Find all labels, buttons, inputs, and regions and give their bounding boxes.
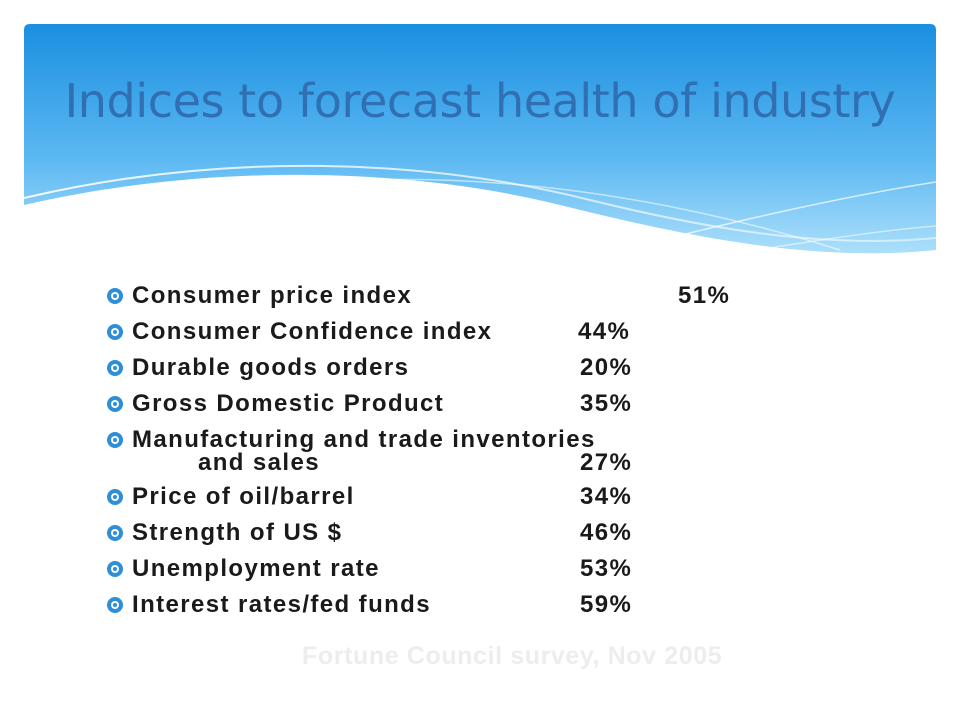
item-value: 34%: [580, 483, 633, 510]
target-bullet-icon: [107, 396, 123, 412]
target-bullet-icon: [107, 324, 123, 340]
item-label: Durable goods orders: [132, 354, 410, 381]
item-label: Gross Domestic Product: [132, 390, 445, 417]
item-label: Unemployment rate: [132, 555, 380, 582]
item-value: 35%: [580, 390, 633, 417]
target-bullet-icon: [107, 288, 123, 304]
item-value: 20%: [580, 354, 633, 381]
target-bullet-icon: [107, 489, 123, 505]
slide-title: Indices to forecast health of industry: [64, 74, 896, 128]
item-value: 46%: [580, 519, 633, 546]
item-value: 27%: [580, 449, 633, 476]
item-label: Interest rates/fed funds: [132, 591, 431, 618]
item-label: Consumer price index: [132, 282, 413, 309]
target-bullet-icon: [107, 561, 123, 577]
target-bullet-icon: [107, 360, 123, 376]
target-bullet-icon: [107, 432, 123, 448]
header-wave-background: [23, 24, 937, 290]
item-label: Strength of US $: [132, 519, 343, 546]
item-value: 44%: [578, 318, 631, 345]
item-value: 51%: [678, 282, 731, 309]
target-bullet-icon: [107, 597, 123, 613]
item-label: Price of oil/barrel: [132, 483, 355, 510]
item-label-continued: and sales: [198, 449, 320, 476]
target-bullet-icon: [107, 525, 123, 541]
item-label: Consumer Confidence index: [132, 318, 493, 345]
item-label: Manufacturing and trade inventories: [132, 426, 596, 453]
item-value: 59%: [580, 591, 633, 618]
item-value: 53%: [580, 555, 633, 582]
source-caption: Fortune Council survey, Nov 2005: [302, 642, 723, 670]
